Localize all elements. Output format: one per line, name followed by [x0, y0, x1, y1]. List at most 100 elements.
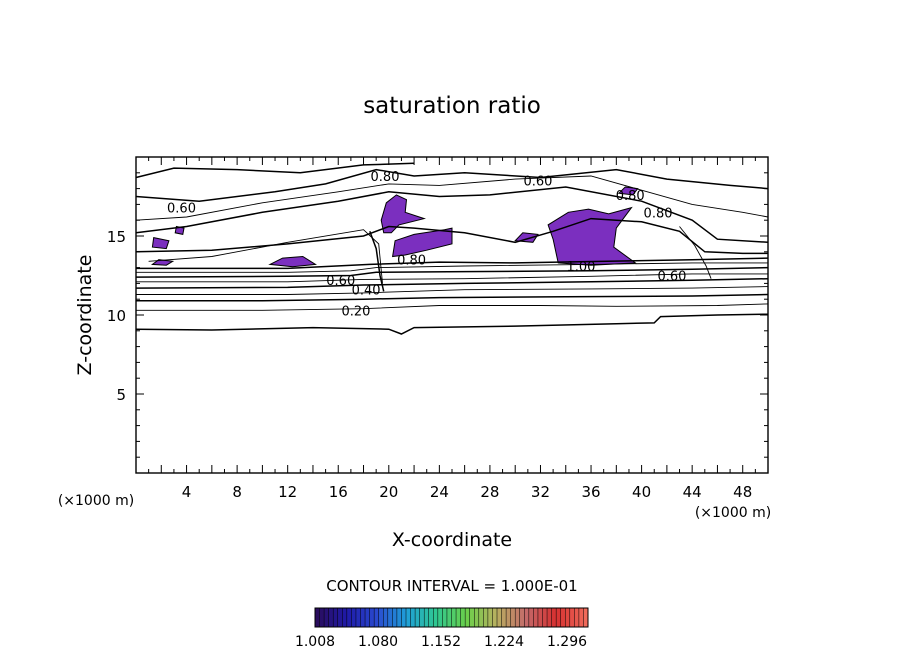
colorbar-swatch: [342, 608, 348, 627]
x-axis: 4 8 12 16 20 24 28 32 36 40 44 48: [148, 157, 756, 501]
colorbar-swatch: [537, 608, 543, 627]
colorbar-swatch: [533, 608, 539, 627]
contour-labels: 0.80 0.600.600.800.800.80 1.000.600.400.20…: [167, 170, 686, 319]
colorbar-swatch: [510, 608, 516, 627]
colorbar-swatch: [319, 608, 325, 627]
colorbar-tick-label: 1.152: [421, 634, 461, 650]
colorbar-swatch: [524, 608, 530, 627]
colorbar-swatch: [565, 608, 571, 627]
colorbar-swatch: [360, 608, 366, 627]
y-axis-unit: (×1000 m): [58, 493, 134, 509]
contour-label-7: 0.60: [326, 274, 355, 289]
colorbar-swatch: [346, 608, 352, 627]
x-tick-label: 28: [480, 483, 499, 501]
contour-line-11: [135, 168, 769, 202]
colorbar-swatch: [415, 608, 420, 627]
contour-line-3: [136, 286, 769, 295]
colorbar-swatch: [456, 608, 461, 627]
x-tick-label: 20: [379, 483, 398, 501]
contour-line-10: [135, 175, 769, 221]
contour-label-3: 0.80: [616, 189, 645, 204]
colorbar-swatch: [487, 608, 493, 627]
colorbar-swatch: [333, 608, 339, 627]
colorbar-swatch: [569, 608, 575, 627]
colorbar-swatch: [396, 608, 402, 627]
colorbar-swatch: [465, 608, 470, 627]
colorbar-swatch: [497, 608, 502, 627]
y-axis: 5 10 15: [107, 172, 768, 458]
colorbar-swatch: [355, 608, 361, 627]
colorbar-swatch: [560, 608, 566, 627]
colorbar-swatch: [483, 608, 489, 627]
colorbar-swatch: [401, 608, 407, 627]
colorbar-swatch: [442, 608, 448, 627]
colorbar-swatch: [528, 608, 534, 627]
plot-frame: [135, 156, 769, 474]
colorbar-swatch: [369, 608, 375, 627]
filled-region-0: [380, 194, 426, 234]
colorbar-swatch: [437, 608, 443, 627]
x-tick-label: 32: [531, 483, 550, 501]
contour-line-16: [135, 162, 415, 179]
colorbar-tick-label: 1.008: [295, 634, 335, 650]
contour-line-8: [136, 257, 769, 270]
colorbar-swatch: [478, 608, 484, 627]
colorbar-tick-label: 1.080: [358, 634, 398, 650]
filled-region-2: [547, 206, 637, 266]
colorbar-swatch: [446, 608, 452, 627]
colorbar-swatch: [451, 608, 457, 627]
filled-region-4: [151, 237, 170, 250]
colorbar-swatch: [383, 608, 389, 627]
contour-lines: [135, 162, 769, 335]
colorbar-swatch: [365, 608, 370, 627]
colorbar-swatch: [315, 608, 320, 627]
contour-label-2: 0.60: [167, 202, 196, 217]
x-tick-label: 24: [430, 483, 449, 501]
colorbar-swatch: [578, 608, 584, 627]
y-tick-label: 10: [107, 307, 126, 325]
colorbar-swatch: [410, 608, 416, 627]
colorbar-swatch: [351, 608, 357, 627]
contour-line-15: [369, 231, 385, 292]
y-axis-title: Z-coordinate: [74, 255, 96, 376]
contour-label-1: 0.60: [523, 175, 552, 190]
filled-region-1: [392, 227, 453, 258]
colorbar-swatch: [419, 608, 425, 627]
x-tick-label: 12: [278, 483, 297, 501]
x-tick-label: 36: [581, 483, 600, 501]
contour-line-9: [135, 186, 769, 244]
colorbar-swatch: [474, 608, 480, 627]
colorbar-swatch: [501, 608, 507, 627]
colorbar-swatch: [506, 608, 511, 627]
colorbar-swatch: [460, 608, 466, 627]
x-tick-label: 16: [329, 483, 348, 501]
contour-label-10: 0.60: [657, 270, 686, 285]
colorbar-swatch: [424, 608, 430, 627]
filled-region-8: [617, 186, 639, 196]
colorbar-swatch: [542, 608, 548, 627]
x-tick-label: 44: [683, 483, 702, 501]
colorbar-swatch: [337, 608, 343, 627]
contour-interval-note: CONTOUR INTERVAL = 1.000E-01: [326, 577, 577, 595]
colorbar-swatch: [392, 608, 398, 627]
colorbar-swatch: [547, 608, 552, 627]
filled-region-3: [268, 255, 318, 268]
contour-label-6: 1.00: [566, 260, 595, 275]
x-axis-title: X-coordinate: [392, 529, 512, 551]
contour-label-5: 0.80: [397, 254, 426, 269]
contour-label-0: 0.80: [371, 170, 400, 185]
contour-line-13: [148, 229, 383, 284]
colorbar-swatch: [519, 608, 525, 627]
contour-label-8: 0.40: [352, 284, 381, 299]
y-tick-label: 5: [116, 386, 126, 404]
colorbar-swatch: [469, 608, 475, 627]
colorbar-swatch: [374, 608, 379, 627]
colorbar-swatch: [556, 608, 561, 627]
contour-line-4: [135, 277, 769, 289]
contour-label-9: 0.20: [341, 304, 370, 319]
contour-line-14: [679, 226, 712, 279]
colorbar-swatch: [378, 608, 384, 627]
colorbar-swatch: [515, 608, 521, 627]
colorbar-swatch: [574, 608, 580, 627]
